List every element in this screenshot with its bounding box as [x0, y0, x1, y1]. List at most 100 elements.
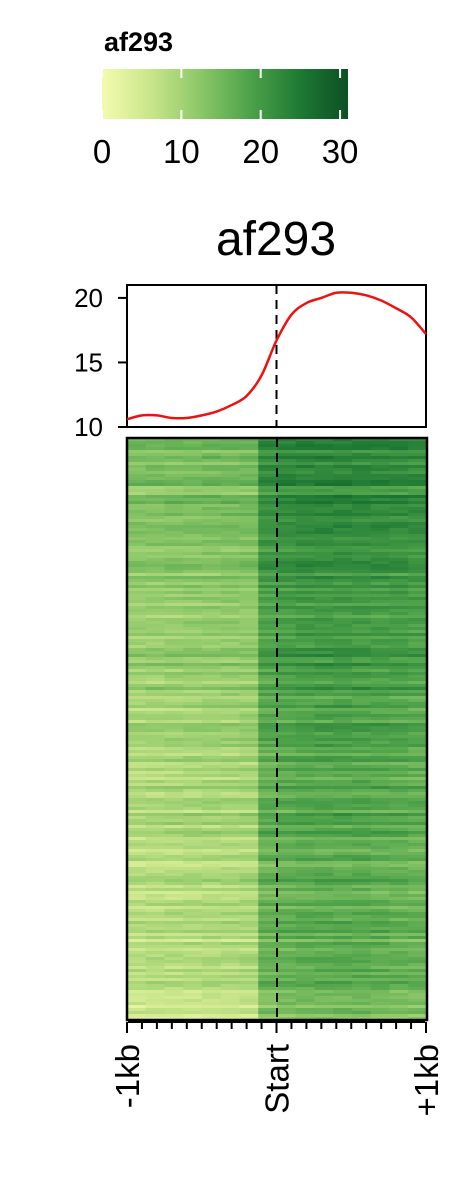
heatmap-cell	[258, 828, 278, 832]
heatmap-cell	[145, 969, 166, 973]
heatmap-cell	[295, 927, 316, 931]
heatmap-cell	[277, 708, 297, 712]
heatmap-cell	[202, 738, 222, 742]
heatmap-cell	[352, 720, 372, 724]
heatmap-cell	[202, 582, 222, 586]
heatmap-cell	[202, 591, 222, 595]
heatmap-cell	[220, 738, 241, 742]
heatmap-cell	[127, 912, 147, 916]
heatmap-cell	[202, 585, 222, 589]
heatmap-cell	[408, 990, 428, 994]
heatmap-cell	[370, 732, 391, 736]
heatmap-cell	[408, 879, 428, 883]
heatmap-cell	[239, 465, 259, 469]
heatmap-cell	[295, 672, 316, 676]
heatmap-cell	[277, 699, 297, 703]
heatmap-cell	[333, 927, 353, 931]
heatmap-cell	[202, 918, 222, 922]
heatmap-cell	[220, 576, 241, 580]
heatmap-cell	[370, 960, 391, 964]
heatmap-cell	[333, 798, 353, 802]
heatmap-cell	[295, 612, 316, 616]
heatmap-cell	[202, 786, 222, 790]
heatmap-cell	[258, 582, 278, 586]
heatmap-cell	[295, 549, 316, 553]
heatmap-cell	[164, 759, 184, 763]
heatmap-cell	[352, 831, 372, 835]
heatmap-cell	[239, 546, 259, 550]
heatmap-cell	[277, 798, 297, 802]
heatmap-cell	[352, 525, 372, 529]
heatmap-cell	[408, 756, 428, 760]
heatmap-cell	[183, 612, 203, 616]
heatmap-cell	[183, 459, 203, 463]
heatmap-cell	[370, 624, 391, 628]
heatmap-cell	[164, 762, 184, 766]
heatmap-cell	[389, 777, 409, 781]
heatmap-cell	[389, 729, 409, 733]
heatmap-cell	[183, 531, 203, 535]
heatmap-cell	[333, 759, 353, 763]
heatmap-cell	[183, 546, 203, 550]
heatmap-cell	[127, 924, 147, 928]
heatmap-cell	[295, 876, 316, 880]
heatmap-cell	[333, 507, 353, 511]
heatmap-cell	[277, 858, 297, 862]
heatmap-cell	[389, 495, 409, 499]
heatmap-cell	[164, 999, 184, 1003]
heatmap-cell	[220, 663, 241, 667]
heatmap-cell	[127, 570, 147, 574]
heatmap-cell	[352, 954, 372, 958]
heatmap-row	[127, 942, 428, 946]
heatmap-row	[127, 906, 428, 910]
heatmap-cell	[352, 516, 372, 520]
heatmap-cell	[370, 900, 391, 904]
heatmap-cell	[314, 843, 334, 847]
heatmap-cell	[258, 717, 278, 721]
heatmap-cell	[258, 672, 278, 676]
heatmap-cell	[314, 708, 334, 712]
heatmap-cell	[389, 696, 409, 700]
heatmap-cell	[164, 744, 184, 748]
heatmap-cell	[202, 993, 222, 997]
heatmap-cell	[202, 837, 222, 841]
heatmap-cell	[220, 444, 241, 448]
heatmap-cell	[164, 450, 184, 454]
heatmap-cell	[239, 456, 259, 460]
heatmap-cell	[127, 927, 147, 931]
heatmap-cell	[202, 1002, 222, 1006]
heatmap-cell	[277, 948, 297, 952]
heatmap-cell	[370, 969, 391, 973]
heatmap-cell	[408, 933, 428, 937]
heatmap-cell	[408, 588, 428, 592]
heatmap-cell	[333, 966, 353, 970]
heatmap-cell	[164, 654, 184, 658]
heatmap-cell	[220, 753, 241, 757]
heatmap-cell	[183, 963, 203, 967]
heatmap-cell	[127, 852, 147, 856]
heatmap-cell	[164, 588, 184, 592]
heatmap-cell	[333, 870, 353, 874]
heatmap-cell	[314, 504, 334, 508]
heatmap-cell	[314, 546, 334, 550]
heatmap-cell	[239, 507, 259, 511]
heatmap-cell	[333, 645, 353, 649]
heatmap-cell	[389, 795, 409, 799]
heatmap-cell	[239, 603, 259, 607]
heatmap-cell	[408, 639, 428, 643]
heatmap-cell	[145, 888, 166, 892]
heatmap-cell	[239, 744, 259, 748]
heatmap-cell	[277, 639, 297, 643]
heatmap-cell	[258, 819, 278, 823]
heatmap-cell	[333, 831, 353, 835]
heatmap-cell	[408, 573, 428, 577]
heatmap-cell	[127, 888, 147, 892]
heatmap-cell	[295, 780, 316, 784]
heatmap-cell	[370, 756, 391, 760]
heatmap-cell	[164, 576, 184, 580]
heatmap-cell	[258, 576, 278, 580]
heatmap-cell	[145, 600, 166, 604]
heatmap-cell	[220, 660, 241, 664]
heatmap-cell	[277, 681, 297, 685]
heatmap-cell	[352, 645, 372, 649]
